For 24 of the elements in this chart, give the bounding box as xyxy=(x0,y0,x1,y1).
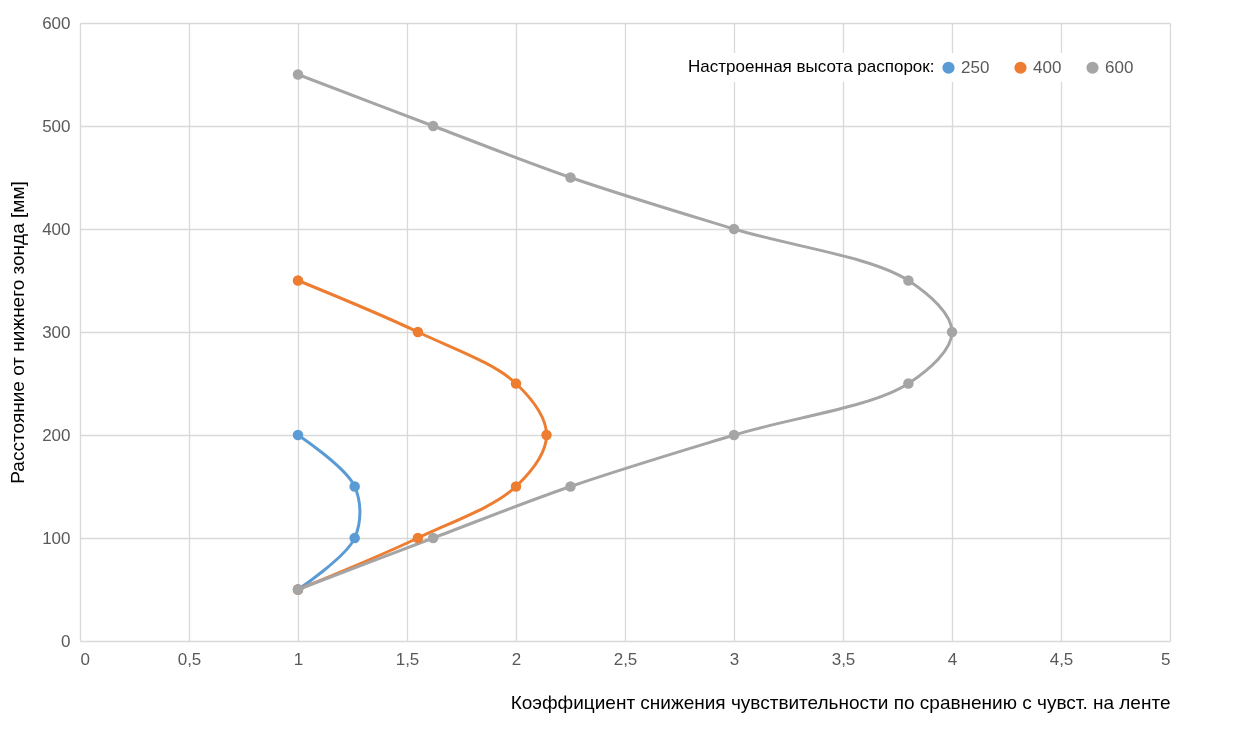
y-tick-label: 600 xyxy=(42,13,71,33)
x-tick-label: 0,5 xyxy=(177,649,202,669)
x-axis-title: Коэффициент снижения чувствительности по сравнению с чувст. на ленте xyxy=(510,691,1171,713)
x-tick-label: 4 xyxy=(947,649,958,669)
x-tick-label: 2,5 xyxy=(613,649,638,669)
x-tick-label: 2 xyxy=(511,649,522,669)
y-tick-label: 0 xyxy=(61,631,71,651)
legend-label: 250 xyxy=(961,57,990,77)
legend-title: Настроенная высота распорок: xyxy=(688,57,935,76)
x-tick-label: 5 xyxy=(1161,649,1171,669)
x-tick-label: 3,5 xyxy=(831,649,856,669)
y-tick-label: 200 xyxy=(42,425,71,445)
y-axis-title: Расстояние от нижнего зонда [мм] xyxy=(7,181,29,484)
legend-label: 400 xyxy=(1033,57,1062,77)
y-tick-label: 400 xyxy=(42,219,71,239)
x-tick-label: 1,5 xyxy=(395,649,420,669)
x-tick-label: 1 xyxy=(293,649,304,669)
y-tick-label: 100 xyxy=(42,528,71,548)
x-tick-label: 0 xyxy=(80,649,90,669)
x-tick-label: 3 xyxy=(729,649,740,669)
x-tick-label: 4,5 xyxy=(1049,649,1074,669)
legend-label: 600 xyxy=(1105,57,1134,77)
y-tick-label: 300 xyxy=(42,322,71,342)
y-tick-label: 500 xyxy=(42,116,71,136)
